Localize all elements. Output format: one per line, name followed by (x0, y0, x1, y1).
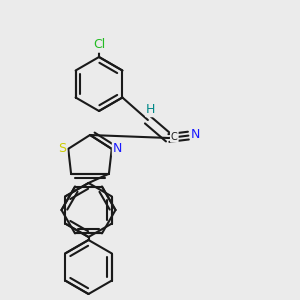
Text: S: S (58, 142, 66, 155)
Text: N: N (191, 128, 201, 142)
Text: Cl: Cl (93, 38, 105, 52)
Text: C: C (171, 131, 178, 142)
Text: N: N (113, 142, 122, 155)
Text: H: H (146, 103, 156, 116)
